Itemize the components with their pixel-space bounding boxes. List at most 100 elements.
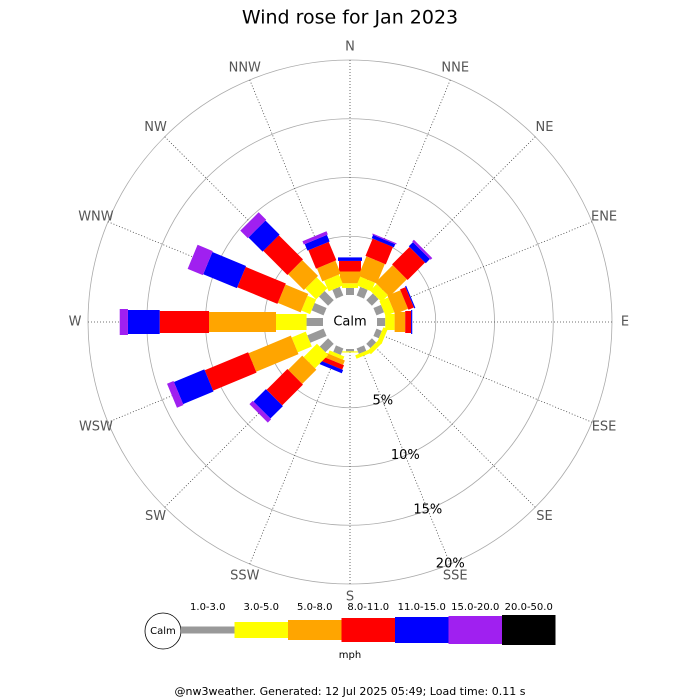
spoke <box>359 346 451 565</box>
legend-swatch <box>181 626 235 634</box>
bar-segment <box>209 312 276 332</box>
direction-label: ENE <box>591 209 617 224</box>
direction-label: NE <box>535 120 553 135</box>
bar-segment <box>387 290 409 315</box>
bar-segment <box>248 335 299 372</box>
bar-segment <box>342 283 358 288</box>
direction-label: N <box>345 40 355 55</box>
bar-segment <box>119 309 128 335</box>
bar-segment <box>308 241 337 269</box>
bar-segment <box>373 328 382 339</box>
legend-label: 15.0-20.0 <box>451 602 499 613</box>
direction-label: NNE <box>441 60 469 75</box>
bar-segment <box>392 246 426 280</box>
bar-segment <box>237 266 286 304</box>
bar-segment <box>311 303 327 316</box>
spoke <box>249 346 341 565</box>
bar-segment <box>405 285 416 309</box>
bar-segment <box>324 274 344 292</box>
chart-title: Wind rose for Jan 2023 <box>242 7 458 29</box>
bar-segment <box>411 310 413 334</box>
calm-circle <box>325 297 375 347</box>
direction-label: SW <box>145 509 166 524</box>
direction-bar <box>249 338 334 423</box>
legend-swatch <box>502 615 556 645</box>
bar-segment <box>371 234 396 248</box>
bar-segment <box>316 260 341 282</box>
legend-swatch <box>288 620 342 640</box>
bar-segment <box>288 355 317 384</box>
direction-bar <box>319 345 345 374</box>
direction-label: NNW <box>229 60 261 75</box>
bar-segment <box>127 310 160 334</box>
bar-segment <box>394 312 406 332</box>
bar-segment <box>276 314 307 330</box>
bar-segment <box>306 318 323 326</box>
legend-swatch <box>234 622 288 638</box>
legend-label: 8.0-11.0 <box>347 602 389 613</box>
bar-segment <box>203 252 247 289</box>
direction-label: WNW <box>78 209 114 224</box>
bar-segment <box>366 338 377 349</box>
legend-label: 5.0-8.0 <box>297 602 332 613</box>
bar-segment <box>324 352 345 365</box>
bar-segment <box>263 235 303 275</box>
bar-segment <box>412 239 433 260</box>
direction-label: S <box>346 590 354 605</box>
bar-segment <box>303 343 329 369</box>
bar-segment <box>342 351 358 353</box>
bar-segment <box>356 286 368 299</box>
bar-segment <box>277 284 309 313</box>
bar-segment <box>377 318 386 326</box>
direction-label: SSE <box>443 569 468 584</box>
direction-label: E <box>621 315 629 330</box>
direction-label: W <box>69 315 82 330</box>
direction-bar <box>373 327 388 344</box>
bar-segment <box>332 286 344 299</box>
bar-segment <box>333 345 344 355</box>
bar-segment <box>375 265 407 297</box>
bar-segment <box>248 220 280 252</box>
direction-bar <box>356 233 397 299</box>
legend-label: 1.0-3.0 <box>190 602 225 613</box>
bar-segment <box>355 349 372 359</box>
bar-segment <box>385 314 395 330</box>
footer: @nw3weather. Generated: 12 Jul 2025 05:4… <box>175 685 526 698</box>
bar-segment <box>340 271 360 284</box>
bar-segment <box>366 293 379 306</box>
direction-bar <box>338 257 362 295</box>
spoke <box>374 331 593 423</box>
bar-segment <box>167 381 184 408</box>
direction-bar <box>240 212 334 306</box>
ring-label: 10% <box>391 448 420 463</box>
legend-swatch <box>341 618 395 642</box>
direction-bar <box>355 345 372 359</box>
bar-segment <box>405 311 412 333</box>
direction-bar <box>366 239 433 306</box>
bar-segment <box>356 276 375 292</box>
legend-label: 3.0-5.0 <box>244 602 279 613</box>
calm-label: Calm <box>333 315 366 330</box>
bar-segment <box>240 212 267 239</box>
legend-swatch <box>395 617 449 643</box>
bar-segment <box>291 331 312 353</box>
direction-label: SE <box>536 509 552 524</box>
bar-segment <box>204 352 257 391</box>
bar-segment <box>319 338 334 353</box>
bar-segment <box>328 350 345 360</box>
direction-bar <box>377 310 413 334</box>
bar-segment <box>302 231 328 245</box>
bar-segment <box>373 304 385 316</box>
bar-segment <box>379 297 395 316</box>
spoke <box>368 340 536 508</box>
bar-segment <box>266 369 303 406</box>
bar-segment <box>338 257 362 261</box>
ring-label: 20% <box>436 557 465 572</box>
bar-segment <box>372 233 397 245</box>
direction-bar <box>187 244 327 316</box>
units-label: mph <box>339 650 361 661</box>
direction-label: WSW <box>79 420 113 435</box>
direction-label: NW <box>144 120 167 135</box>
ring-label: 5% <box>373 394 394 409</box>
